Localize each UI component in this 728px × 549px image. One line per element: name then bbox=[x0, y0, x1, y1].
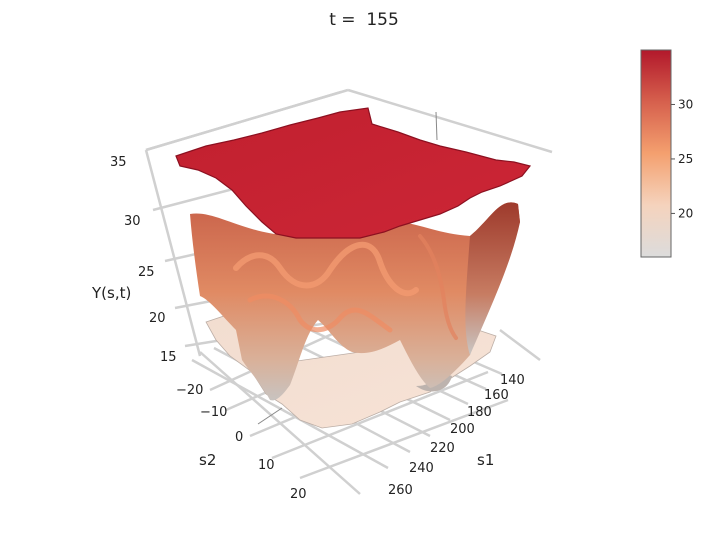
y-tick-labels: −20 −10 0 10 20 bbox=[176, 383, 307, 502]
x-tick-label: 260 bbox=[388, 483, 413, 498]
z-tick-labels: 35 30 25 20 15 bbox=[110, 155, 177, 365]
y-gridline bbox=[271, 370, 489, 460]
z-tick-label: 15 bbox=[160, 350, 177, 365]
colorbar-tick-label: 30 bbox=[678, 97, 693, 111]
x-tick-label: 200 bbox=[450, 422, 475, 437]
x-tick-label: 220 bbox=[430, 441, 455, 456]
x-tick-label: 240 bbox=[409, 461, 434, 476]
y-tick-label: −20 bbox=[176, 383, 203, 398]
z-tick-label: 30 bbox=[124, 214, 141, 229]
x-tick-label: 180 bbox=[467, 405, 492, 420]
upper-surface bbox=[175, 107, 532, 239]
axis-corner-line-2 bbox=[257, 407, 283, 425]
floor-edge-right bbox=[499, 329, 541, 361]
z-axis-title: Y(s,t) bbox=[91, 284, 131, 302]
y-tick-label: 10 bbox=[258, 458, 275, 473]
z-tick-label: 25 bbox=[138, 265, 155, 280]
middle-surface-ridge-2 bbox=[247, 293, 393, 333]
z-axis-line bbox=[144, 149, 202, 357]
y-tick-label: 0 bbox=[235, 430, 243, 445]
middle-surface-ridge-3 bbox=[418, 234, 458, 340]
middle-surface-ridge-1 bbox=[233, 241, 419, 297]
back-edge-line bbox=[347, 88, 553, 154]
y-axis-title: s2 bbox=[199, 451, 216, 469]
colorbar bbox=[640, 49, 672, 258]
y-gridline bbox=[299, 398, 509, 480]
z-tick-label: 35 bbox=[110, 155, 127, 170]
colorbar-tick-label: 25 bbox=[678, 152, 693, 166]
colorbar-tick-labels: 20 25 30 bbox=[671, 97, 693, 220]
y-tick-label: 20 bbox=[290, 487, 307, 502]
chart-title: t = 155 bbox=[329, 10, 399, 30]
x-axis-title: s1 bbox=[477, 451, 494, 469]
x-tick-label: 140 bbox=[500, 373, 525, 388]
x-tick-label: 160 bbox=[484, 388, 509, 403]
middle-surface bbox=[190, 202, 520, 401]
y-tick-label: −10 bbox=[200, 405, 227, 420]
floor-edge-left bbox=[199, 351, 361, 495]
axis-corner-line bbox=[435, 111, 438, 141]
z-tick-label: 20 bbox=[149, 311, 166, 326]
back-edge-line-left bbox=[145, 88, 349, 152]
colorbar-tick-label: 20 bbox=[678, 206, 693, 220]
middle-surface-right bbox=[465, 202, 520, 355]
x-gridline bbox=[191, 358, 389, 470]
